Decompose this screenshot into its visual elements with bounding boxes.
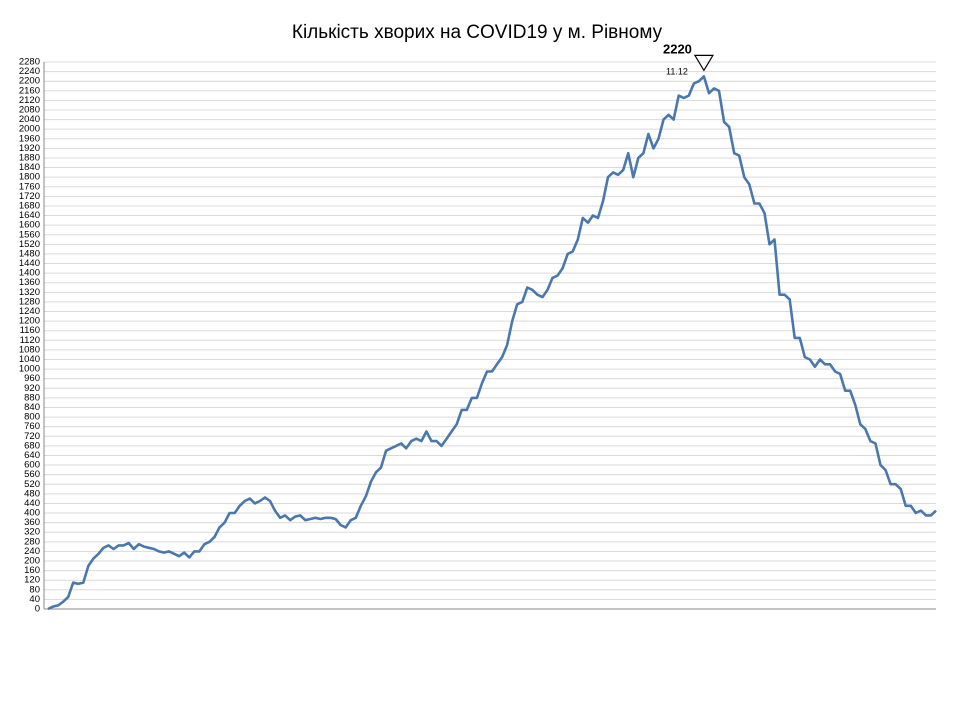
y-tick-label: 800 — [24, 412, 40, 423]
peak-label: 2220 — [663, 41, 692, 56]
y-tick-label: 240 — [24, 546, 40, 557]
y-tick-label: 1720 — [19, 191, 40, 202]
y-tick-label: 760 — [24, 421, 40, 432]
y-tick-label: 1360 — [19, 277, 40, 288]
y-tick-label: 1280 — [19, 296, 40, 307]
y-tick-label: 1200 — [19, 316, 40, 327]
y-tick-label: 200 — [24, 556, 40, 567]
y-tick-label: 920 — [24, 383, 40, 394]
peak-date: 11.12 — [666, 66, 688, 76]
y-tick-label: 120 — [24, 575, 40, 586]
y-tick-label: 640 — [24, 450, 40, 461]
peak-marker — [693, 54, 714, 72]
y-tick-label: 2280 — [19, 57, 40, 68]
y-tick-label: 280 — [24, 536, 40, 547]
y-tick-label: 600 — [24, 460, 40, 471]
y-tick-label: 2160 — [19, 85, 40, 96]
y-tick-label: 680 — [24, 440, 40, 451]
y-tick-label: 1600 — [19, 220, 40, 231]
y-tick-label: 1400 — [19, 268, 40, 279]
y-tick-label: 40 — [29, 594, 40, 605]
y-tick-label: 80 — [29, 584, 40, 595]
y-tick-label: 1680 — [19, 200, 40, 211]
y-tick-label: 360 — [24, 517, 40, 528]
y-tick-label: 320 — [24, 527, 40, 538]
y-tick-label: 520 — [24, 479, 40, 490]
y-tick-label: 1120 — [20, 335, 40, 346]
y-tick-label: 1560 — [19, 229, 40, 240]
y-tick-label: 2120 — [19, 95, 40, 106]
y-tick-label: 720 — [24, 431, 40, 442]
y-tick-label: 1040 — [19, 354, 40, 365]
y-tick-label: 480 — [24, 488, 40, 499]
y-tick-label: 1760 — [19, 181, 40, 192]
y-tick-label: 960 — [24, 373, 40, 384]
y-tick-label: 1960 — [19, 133, 40, 144]
y-tick-label: 1640 — [19, 210, 40, 221]
y-tick-label: 2080 — [19, 104, 40, 115]
y-tick-label: 160 — [24, 565, 40, 576]
y-tick-label: 2000 — [19, 124, 40, 135]
y-tick-label: 1480 — [19, 248, 40, 259]
y-tick-label: 0 — [35, 604, 40, 615]
y-tick-label: 2200 — [19, 76, 40, 87]
y-tick-label: 2040 — [19, 114, 40, 125]
line-series — [47, 75, 937, 611]
y-tick-label: 1320 — [19, 287, 40, 298]
y-tick-label: 1880 — [19, 152, 40, 163]
y-tick-label: 2240 — [19, 66, 40, 77]
y-tick-label: 440 — [24, 498, 40, 509]
y-tick-label: 1840 — [19, 162, 40, 173]
y-tick-label: 1080 — [19, 344, 40, 355]
y-tick-label: 1800 — [19, 172, 40, 183]
y-tick-label: 1000 — [19, 364, 40, 375]
y-tick-label: 1920 — [19, 143, 40, 154]
y-tick-label: 1240 — [19, 306, 40, 317]
y-tick-label: 1520 — [19, 239, 40, 250]
chart-title: Кількість хворих на COVID19 у м. Рівному — [292, 22, 663, 43]
y-tick-label: 1160 — [20, 325, 40, 336]
y-tick-label: 880 — [24, 392, 40, 403]
y-tick-label: 840 — [24, 402, 40, 413]
y-tick-label: 400 — [24, 508, 40, 519]
y-tick-label: 1440 — [19, 258, 40, 269]
y-tick-label: 560 — [24, 469, 40, 480]
